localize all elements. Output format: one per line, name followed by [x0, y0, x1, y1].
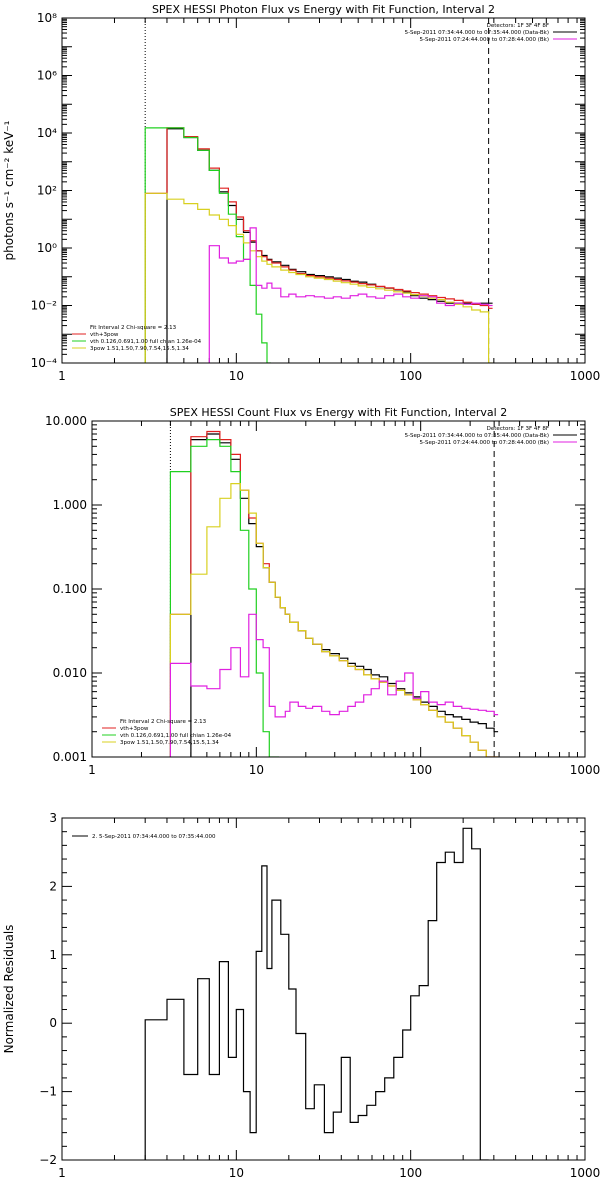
y-tick-label: 10² [37, 184, 57, 198]
y-axis-label: Normalized Residuals [2, 925, 16, 1054]
y-tick-label: 10⁴ [37, 126, 57, 140]
chart-panel-1: SPEX HESSI Photon Flux vs Energy with Fi… [2, 3, 600, 383]
legend-text: 5-Sep-2011 07:24:44.000 to 07:28:44.000 … [420, 37, 550, 43]
y-tick-label: 0.010 [53, 666, 87, 680]
legend-top-right: Detectors: 1F 3F 4F 8F5-Sep-2011 07:34:4… [405, 23, 577, 43]
plot-frame [61, 17, 586, 364]
legend-text: vth+3pow [120, 726, 149, 732]
x-tick-label: 1 [88, 763, 96, 777]
y-tick-label: 10⁸ [37, 11, 57, 25]
y-tick-label: 0.100 [53, 582, 87, 596]
legend-text: 5-Sep-2011 07:34:44.000 to 07:35:44.000 … [405, 433, 549, 439]
y-tick-label: 1 [49, 948, 57, 962]
legend-top-right: Detectors: 1F 3F 4F 8F5-Sep-2011 07:34:4… [405, 426, 577, 446]
series-line-5 [208, 227, 493, 363]
chart-panel-2: SPEX HESSI Count Flux vs Energy with Fit… [45, 406, 600, 777]
series-line-1 [144, 827, 489, 1160]
chart-panel-3: Normalized Residuals 1 10 100 1000 −2 −1 0 1 2 3 2.… [2, 811, 600, 1180]
y-tick-label: −1 [39, 1085, 57, 1099]
y-tick-label: 10.000 [45, 414, 87, 428]
legend-text: Detectors: 1F 3F 4F 8F [487, 23, 549, 29]
legend-bottom-left: Fit Interval 2 Chi-square = 2.13vth+3pow… [102, 719, 232, 746]
x-tick-label: 10 [229, 369, 244, 383]
y-tick-label: 2 [49, 879, 57, 893]
legend-text: vth 0.126,0.691,1.00 full chian 1.26e-04 [90, 339, 202, 345]
plot-area [169, 430, 499, 757]
legend-text: 2. 5-Sep-2011 07:34:44.000 to 07:35:44.0… [92, 834, 216, 840]
chart-title: SPEX HESSI Count Flux vs Energy with Fit… [170, 406, 507, 419]
y-tick-label: 10⁻² [31, 299, 58, 313]
x-tick-label: 1000 [570, 369, 600, 383]
x-tick-label: 1000 [570, 763, 600, 777]
x-tick-label: 10 [249, 763, 264, 777]
plot-area [144, 827, 489, 1160]
series-line-4 [169, 483, 499, 757]
series-line-3 [169, 439, 280, 757]
y-tick-label: 3 [49, 811, 57, 825]
legend-text: Fit Interval 2 Chi-square = 2.13 [90, 325, 177, 331]
y-tick-label: 10⁰ [37, 241, 57, 255]
legend-text: 5-Sep-2011 07:34:44.000 to 07:35:44.000 … [405, 30, 549, 36]
y-tick-label: 0.001 [53, 750, 87, 764]
y-tick-label: −2 [39, 1153, 57, 1167]
legend-text: 3pow 1.51,1.50,7.90,7.54,15.5,1.34 [120, 740, 219, 746]
series-line-3 [144, 127, 271, 363]
legend-top-left: 2. 5-Sep-2011 07:34:44.000 to 07:35:44.0… [72, 834, 216, 840]
series-line-5 [169, 613, 499, 757]
legend-text: 3pow 1.51,1.50,7.90,7.54,15.5,1.34 [90, 346, 189, 352]
legend-text: vth+3pow [90, 332, 119, 338]
legend-text: vth 0.126,0.691,1.00 full chian 1.26e-04 [120, 733, 232, 739]
legend-text: 5-Sep-2011 07:24:44.000 to 07:28:44.000 … [420, 440, 550, 446]
legend-bottom-left: Fit Interval 2 Chi-square = 2.13vth+3pow… [72, 325, 202, 352]
plot-frame [91, 420, 586, 758]
legend-text: Detectors: 1F 3F 4F 8F [487, 426, 549, 432]
plot-area [144, 127, 493, 363]
y-tick-label: 10⁶ [37, 69, 57, 83]
x-tick-label: 1 [58, 369, 66, 383]
x-tick-label: 10 [229, 1166, 244, 1180]
x-tick-label: 100 [409, 763, 432, 777]
x-tick-label: 1 [58, 1166, 66, 1180]
y-axis-label: photons s⁻¹ cm⁻² keV⁻¹ [2, 120, 16, 260]
chart-title: SPEX HESSI Photon Flux vs Energy with Fi… [152, 3, 495, 16]
x-tick-label: 100 [399, 369, 422, 383]
x-tick-label: 1000 [570, 1166, 600, 1180]
y-tick-label: 1.000 [53, 498, 87, 512]
y-tick-label: 10⁻⁴ [31, 356, 58, 370]
legend-text: Fit Interval 2 Chi-square = 2.13 [120, 719, 207, 725]
y-tick-label: 0 [49, 1016, 57, 1030]
x-tick-label: 100 [399, 1166, 422, 1180]
plot-frame [61, 817, 586, 1161]
